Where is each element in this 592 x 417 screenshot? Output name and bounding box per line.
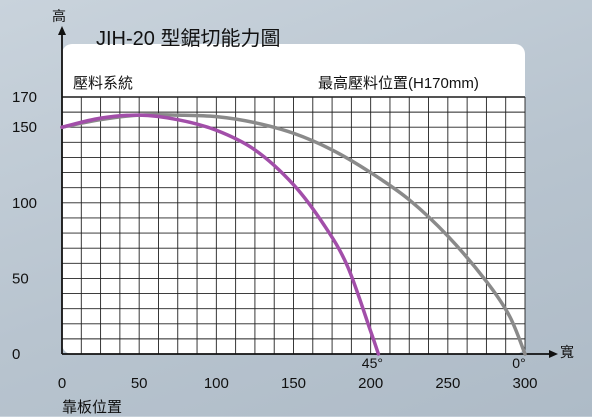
x-tick-label: 0 — [58, 375, 66, 392]
fence-position-label: 靠板位置 — [62, 399, 123, 416]
y-axis-arrow — [58, 26, 66, 35]
x-axis-arrow — [549, 350, 558, 358]
series-line-45deg — [60, 113, 381, 356]
y-tick-label: 150 — [12, 119, 37, 136]
series-label-45deg: 45° — [362, 355, 383, 371]
y-tick-label: 50 — [12, 270, 29, 287]
chart-title: JIH-20 型鋸切能力圖 — [96, 28, 281, 50]
x-tick-label: 100 — [204, 375, 229, 392]
y-tick-label: 100 — [12, 195, 37, 212]
series-label-0deg: 0° — [512, 355, 525, 371]
y-tick-label: 170 — [12, 89, 37, 106]
x-tick-label: 300 — [512, 375, 537, 392]
x-tick-label: 50 — [131, 375, 148, 392]
x-tick-label: 250 — [435, 375, 460, 392]
x-tick-label: 200 — [358, 375, 383, 392]
x-axis-label: 寬 — [560, 344, 574, 360]
y-axis-label: 高 — [52, 8, 66, 24]
y-tick-label: 0 — [12, 346, 20, 363]
max-clamp-height-label: 最高壓料位置(H170mm) — [318, 75, 479, 92]
clamp-system-label: 壓料系統 — [73, 75, 134, 92]
x-tick-label: 150 — [281, 375, 306, 392]
